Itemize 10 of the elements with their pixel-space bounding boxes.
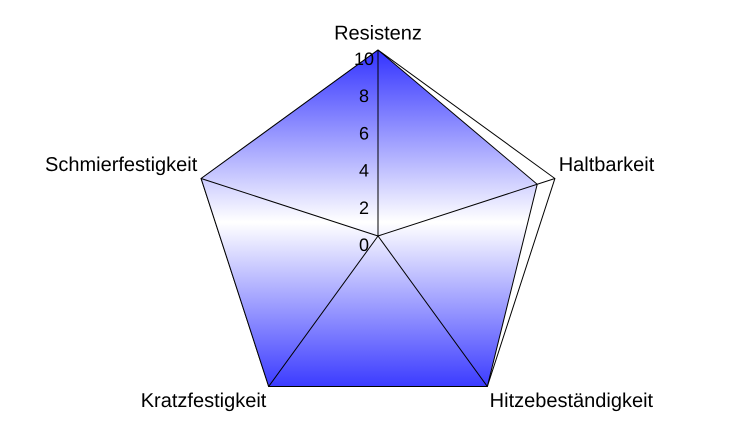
y-tick-label: 4 xyxy=(358,160,370,181)
y-tick-label: 0 xyxy=(358,234,370,255)
spoke-label: Haltbarkeit xyxy=(558,154,655,176)
spoke-label: Resistenz xyxy=(334,22,422,45)
spoke-label: Hitzebeständigkeit xyxy=(490,390,654,412)
y-tick-label: 2 xyxy=(358,198,370,218)
spoke-label: Schmierfestigkeit xyxy=(45,154,198,176)
spoke-label: Kratzfestigkeit xyxy=(140,390,267,412)
y-tick-label: 6 xyxy=(358,123,370,144)
y-tick-label: 8 xyxy=(358,86,370,106)
